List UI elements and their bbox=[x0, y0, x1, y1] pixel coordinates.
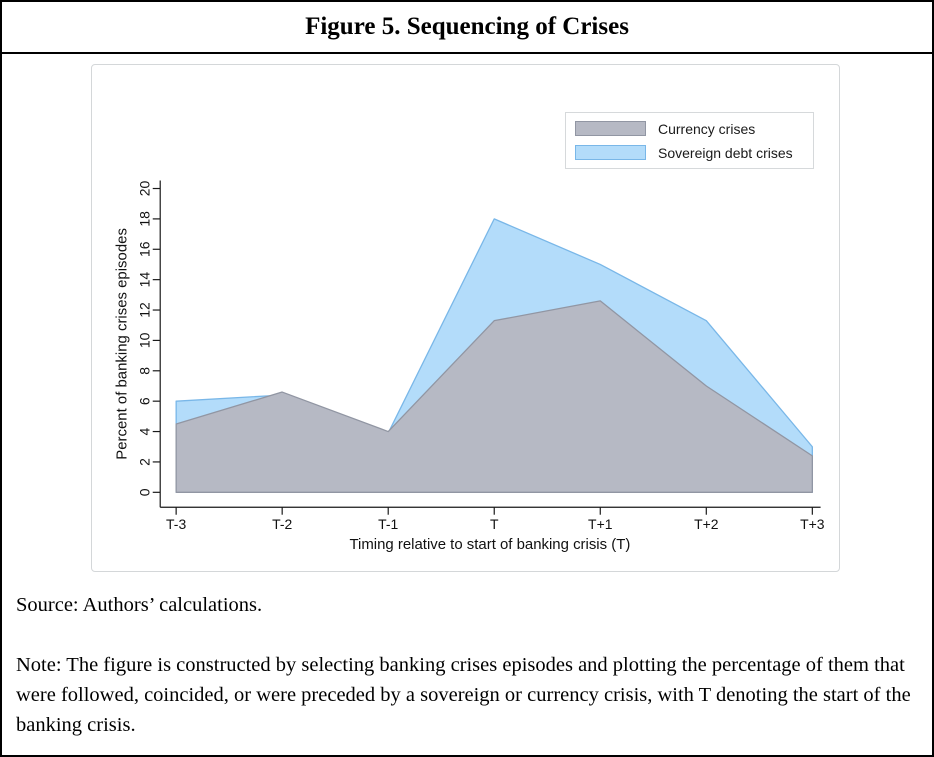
legend-entry-currency: Currency crises bbox=[575, 121, 813, 137]
y-tick-label: 10 bbox=[136, 332, 152, 348]
y-tick-label: 8 bbox=[136, 367, 152, 375]
legend-label-currency: Currency crises bbox=[658, 120, 756, 137]
sovereign-legend-swatch bbox=[575, 145, 646, 160]
note-text: Note: The figure is constructed by selec… bbox=[16, 654, 911, 736]
legend-entry-sovereign: Sovereign debt crises bbox=[575, 145, 813, 161]
y-tick-label: 18 bbox=[136, 211, 152, 227]
y-tick-label: 14 bbox=[136, 272, 152, 288]
x-tick-label: T bbox=[490, 516, 499, 532]
x-axis-title: Timing relative to start of banking cris… bbox=[349, 536, 630, 553]
y-axis-title: Percent of banking crises episodes bbox=[113, 228, 130, 460]
x-tick-label: T+1 bbox=[588, 516, 613, 532]
x-tick-label: T+2 bbox=[694, 516, 719, 532]
axis-lines bbox=[159, 180, 821, 508]
source-text: Source: Authors’ calculations. bbox=[16, 594, 263, 616]
x-tick-label: T-3 bbox=[166, 516, 186, 532]
x-tick-label: T+3 bbox=[800, 516, 825, 532]
y-tick-label: 16 bbox=[136, 241, 152, 257]
y-tick-label: 20 bbox=[136, 181, 152, 197]
y-tick-label: 6 bbox=[136, 397, 152, 405]
figure-title: Figure 5. Sequencing of Crises bbox=[305, 13, 629, 40]
legend-label-sovereign: Sovereign debt crises bbox=[658, 144, 793, 161]
legend: Currency crises Sovereign debt crises bbox=[565, 112, 814, 169]
y-tick-label: 2 bbox=[136, 458, 152, 466]
y-tick-label: 12 bbox=[136, 302, 152, 318]
figure-title-bar: Figure 5. Sequencing of Crises bbox=[2, 2, 932, 54]
x-tick-label: T-2 bbox=[272, 516, 292, 532]
y-tick-label: 0 bbox=[136, 488, 152, 496]
currency-crises-area bbox=[175, 300, 813, 493]
currency-legend-swatch bbox=[575, 121, 646, 136]
area-chart: 0 2 4 6 8 10 12 14 16 18 20 T-3 T-2 T-1 T T+1 T+2 T+3 Timi… bbox=[113, 180, 825, 554]
x-tick-label: T-1 bbox=[378, 516, 398, 532]
y-tick-label: 4 bbox=[136, 427, 152, 435]
